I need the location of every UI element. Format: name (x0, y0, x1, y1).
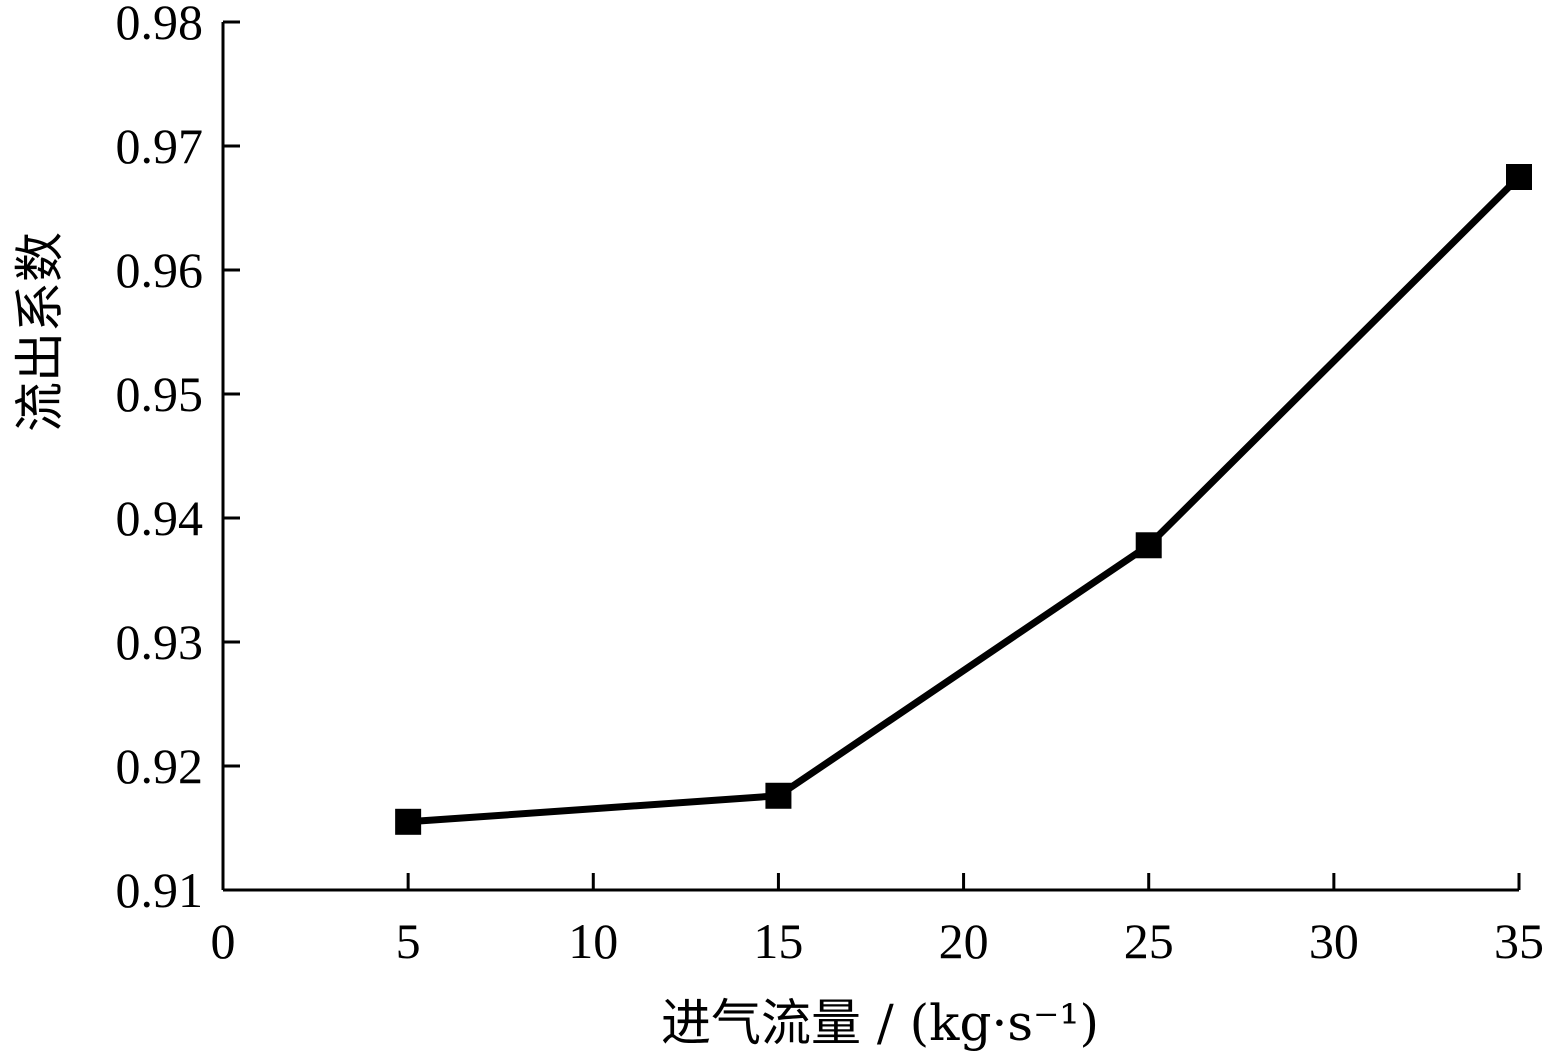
y-tick-label: 0.91 (116, 862, 204, 918)
x-tick-label: 0 (211, 913, 236, 969)
y-ticks: 0.91 0.92 0.93 0.94 0.95 0.96 0.97 0.98 (116, 0, 240, 918)
y-tick-label: 0.96 (116, 242, 204, 298)
y-tick-label: 0.92 (116, 738, 204, 794)
y-tick-label: 0.93 (116, 614, 204, 670)
data-point-marker (765, 782, 792, 809)
y-tick-label: 0.94 (116, 490, 204, 546)
data-point-marker (395, 808, 422, 835)
y-axis-title: 流出系数 (11, 232, 69, 432)
x-tick-label: 10 (568, 913, 618, 969)
data-point-marker (1506, 164, 1532, 190)
x-ticks: 0 5 10 15 20 25 30 35 (211, 873, 1544, 969)
x-axis-title: 进气流量 / (kg·s⁻¹) (661, 994, 1099, 1052)
x-tick-label: 25 (1124, 913, 1174, 969)
y-tick-label: 0.98 (116, 0, 204, 50)
data-point-marker (1135, 532, 1162, 559)
plot-area: 0 5 10 15 20 25 30 35 0.910.920.930.940.950.960… (116, 0, 1545, 969)
y-tick-label: 0.97 (116, 118, 204, 174)
series-line (407, 174, 1522, 826)
x-tick-label: 15 (753, 913, 803, 969)
x-tick-label: 5 (396, 913, 421, 969)
x-tick-label: 20 (939, 913, 989, 969)
x-tick-label: 35 (1494, 913, 1544, 969)
x-tick-label: 30 (1309, 913, 1359, 969)
series-group (395, 164, 1532, 835)
y-tick-label: 0.95 (116, 366, 204, 422)
